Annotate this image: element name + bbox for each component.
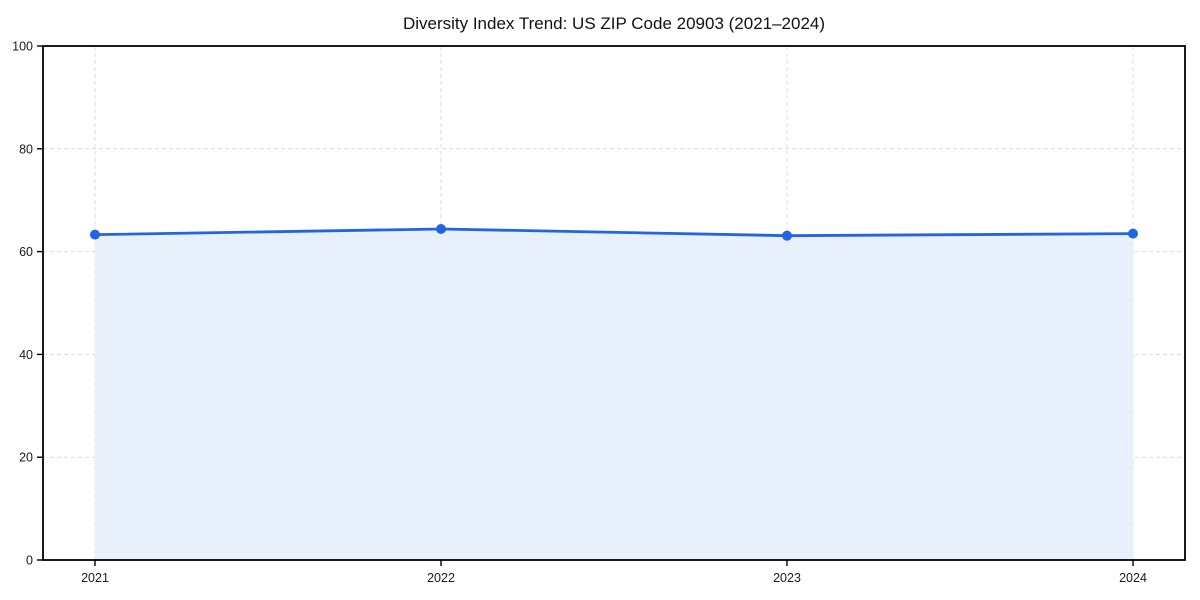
area-fill [95,228,1133,560]
trend-line [93,227,1135,238]
x-tick-label: 2022 [427,571,455,585]
y-tick-label: 40 [19,348,33,362]
data-point-marker [90,229,100,240]
chart-title: Diversity Index Trend: US ZIP Code 20903… [403,14,825,33]
plot-border [42,45,1186,561]
y-tick-label: 80 [19,142,33,156]
data-point-marker [782,230,792,241]
plot-layer: 0 20 40 60 80 100 2021 2022 2023 2024 [12,40,1186,585]
y-tick-label: 100 [12,40,33,54]
y-tick-label: 20 [19,451,33,465]
x-tick-label: 2023 [773,571,801,585]
x-tick-label: 2021 [81,571,109,585]
y-tick-label: 0 [26,554,33,568]
y-tick-label: 60 [19,245,33,259]
data-point-marker [1128,228,1138,239]
x-tick-label: 2024 [1119,571,1147,585]
data-point-marker [436,223,446,234]
